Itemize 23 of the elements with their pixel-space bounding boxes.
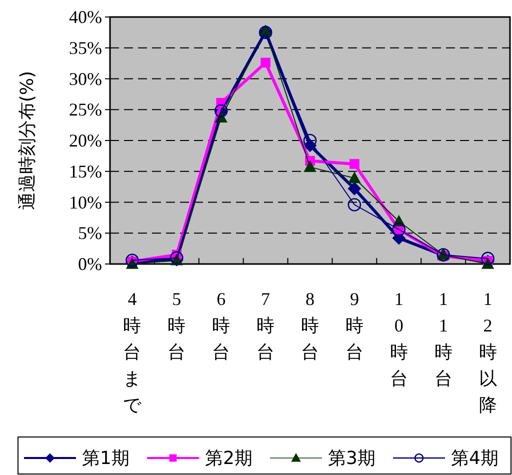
x-tick-label: 6時台 — [212, 289, 230, 362]
y-tick-label: 25% — [69, 100, 102, 120]
legend-label: 第3期 — [328, 448, 376, 469]
y-tick-label: 20% — [69, 130, 102, 150]
legend-label: 第2期 — [205, 448, 252, 469]
y-tick-label: 35% — [69, 38, 102, 58]
x-tick-label: 8時台 — [301, 289, 319, 362]
x-tick-label: 9時台 — [345, 289, 364, 362]
x-tick-label: 4時台まで — [123, 289, 142, 415]
x-tick-label: 12時以降 — [478, 289, 497, 415]
legend-label: 第4期 — [451, 448, 498, 469]
y-tick-label: 30% — [69, 68, 102, 89]
x-tick-label: 11時台 — [434, 289, 452, 388]
legend-label: 第1期 — [82, 448, 130, 469]
x-tick-label: 5時台 — [168, 289, 186, 362]
y-tick-label: 40% — [69, 7, 102, 27]
y-tick-label: 15% — [69, 161, 102, 182]
x-tick-label: 10時台 — [390, 289, 408, 388]
y-axis-title: 通過時刻分布(%) — [17, 70, 38, 210]
y-tick-label: 5% — [78, 223, 102, 244]
y-tick-label: 0% — [78, 254, 102, 274]
x-tick-label: 7時台 — [256, 289, 275, 362]
y-tick-label: 10% — [69, 192, 102, 212]
